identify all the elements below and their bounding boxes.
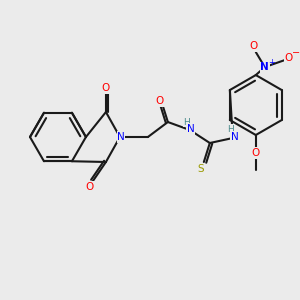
Text: O: O xyxy=(86,182,94,192)
Text: S: S xyxy=(197,164,204,174)
Text: H: H xyxy=(227,124,234,134)
Text: O: O xyxy=(102,83,110,93)
Text: O: O xyxy=(156,96,164,106)
Text: O: O xyxy=(285,53,293,63)
Text: N: N xyxy=(117,132,125,142)
Text: N: N xyxy=(187,124,195,134)
Text: H: H xyxy=(184,118,190,127)
Text: N: N xyxy=(231,132,239,142)
Text: N: N xyxy=(260,62,269,72)
Text: O: O xyxy=(250,41,258,51)
Text: +: + xyxy=(268,58,275,67)
Text: −: − xyxy=(292,48,300,58)
Text: O: O xyxy=(252,148,260,158)
